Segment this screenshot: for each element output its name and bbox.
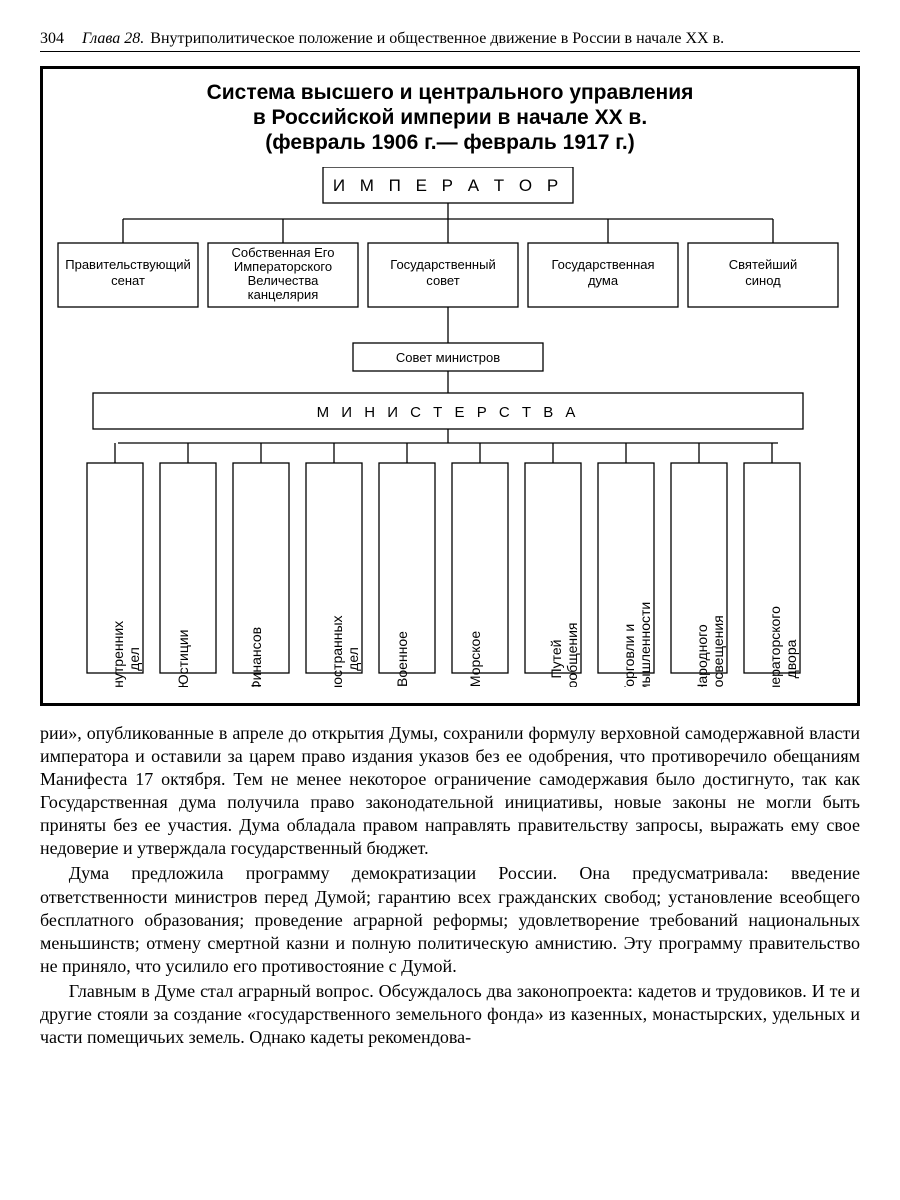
body-text: рии», опубликованные в апреле до открыти… xyxy=(40,722,860,1048)
node-council: Совет министров xyxy=(396,350,500,365)
node-ministries-label: М И Н И С Т Е Р С Т В А xyxy=(317,404,580,421)
ministry-5: Морское xyxy=(467,631,483,687)
paragraph-2: Дума предложила программу демократизации… xyxy=(40,862,860,977)
node-senate-l2: сенат xyxy=(111,273,145,288)
node-synod-l2: синод xyxy=(745,273,781,288)
org-chart-frame: Система высшего и центрального управлени… xyxy=(40,66,860,706)
page: 304 Глава 28. Внутриполитическое положен… xyxy=(0,0,900,1071)
chapter-title: Внутриполитическое положение и обществен… xyxy=(150,30,724,48)
paragraph-1: рии», опубликованные в апреле до открыти… xyxy=(40,722,860,860)
node-chancery-l1: Собственная Его xyxy=(232,245,335,260)
chapter-label: Глава 28. xyxy=(82,30,144,48)
node-chancery-l2: Императорского xyxy=(234,259,332,274)
ministry-1: Юстиции xyxy=(175,630,191,688)
diagram-title-line3: (февраль 1906 г.— февраль 1917 г.) xyxy=(265,131,634,154)
ministry-2: Финансов xyxy=(248,627,264,687)
page-number: 304 xyxy=(40,30,64,48)
node-senate-l1: Правительствующий xyxy=(65,257,190,272)
diagram-title-line1: Система высшего и центрального управлени… xyxy=(207,81,694,104)
running-header: 304 Глава 28. Внутриполитическое положен… xyxy=(40,30,860,52)
ministry-4: Военное xyxy=(394,631,410,687)
diagram-title-line2: в Российской империи в начале XX в. xyxy=(253,106,647,129)
node-synod-l1: Святейший xyxy=(729,257,797,272)
node-emperor: И М П Е Р А Т О Р xyxy=(333,176,563,195)
org-chart: И М П Е Р А Т О Р Правительствующий с xyxy=(53,167,847,687)
node-duma-l1: Государственная xyxy=(551,257,654,272)
node-state-council-l1: Государственный xyxy=(390,257,495,272)
node-chancery-l3: Величества xyxy=(248,273,320,288)
node-chancery-l4: канцелярия xyxy=(248,287,319,302)
node-duma-l2: дума xyxy=(588,273,619,288)
ministry-8: Народногопросвещения xyxy=(694,616,726,688)
diagram-title: Система высшего и центрального управлени… xyxy=(53,81,847,155)
node-state-council-l2: совет xyxy=(426,273,459,288)
paragraph-3: Главным в Думе стал аграрный вопрос. Обс… xyxy=(40,980,860,1049)
